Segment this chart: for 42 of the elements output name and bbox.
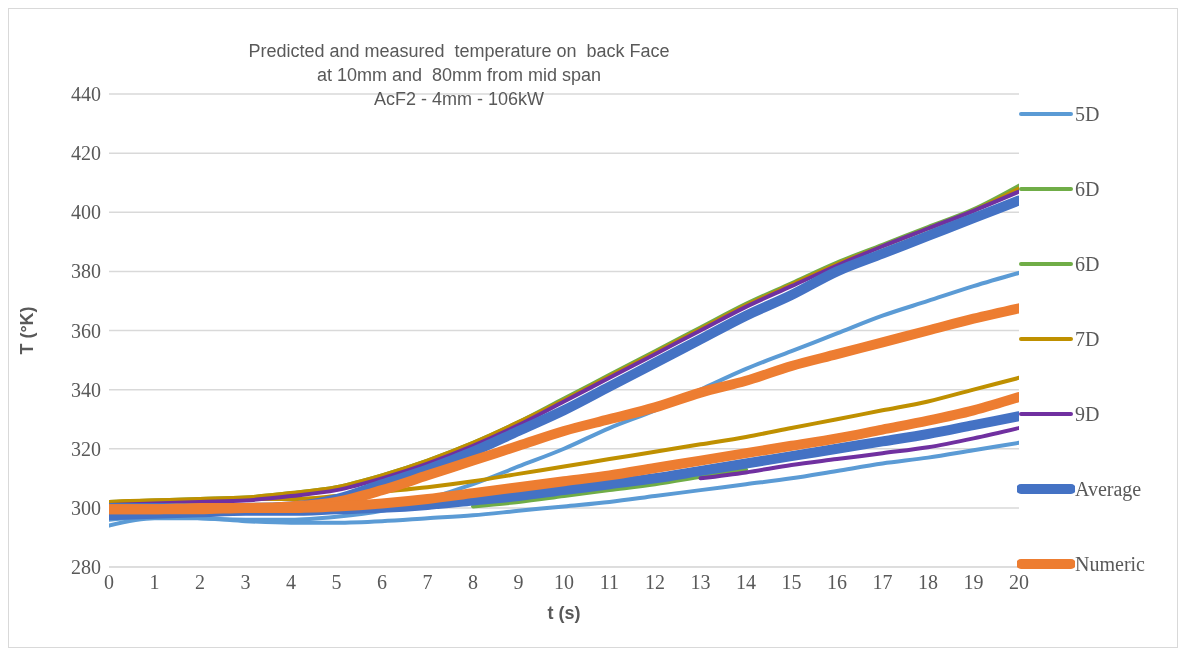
x-tick-label: 20 xyxy=(1009,571,1029,594)
x-tick-label: 7 xyxy=(422,571,433,594)
x-tick-label: 13 xyxy=(690,571,711,594)
legend-label: 6D xyxy=(1075,252,1100,276)
y-tick-label: 400 xyxy=(71,201,101,224)
legend-label: 9D xyxy=(1075,402,1100,426)
x-tick-label: 15 xyxy=(781,571,802,594)
x-tick-label: 0 xyxy=(104,571,114,594)
x-tick-label: 16 xyxy=(827,571,847,594)
x-tick-label: 8 xyxy=(468,571,478,594)
x-tick-label: 3 xyxy=(240,571,251,594)
x-tick-label: 18 xyxy=(918,571,938,594)
y-tick-label: 280 xyxy=(71,556,101,579)
x-tick-label: 19 xyxy=(963,571,984,594)
x-axis-title: t (s) xyxy=(547,603,581,623)
legend-label: 6D xyxy=(1075,177,1100,201)
x-tick-label: 17 xyxy=(872,571,893,594)
legend-label: Numeric xyxy=(1075,552,1145,576)
y-tick-label: 340 xyxy=(71,378,101,401)
x-tick-label: 14 xyxy=(736,571,756,594)
x-tick-label: 6 xyxy=(377,571,387,594)
y-tick-label: 420 xyxy=(71,142,101,165)
x-tick-label: 9 xyxy=(513,571,524,594)
y-tick-label: 320 xyxy=(71,437,101,460)
y-axis-title: T (°K) xyxy=(17,306,38,355)
line-series xyxy=(471,467,748,509)
line-series xyxy=(698,426,1019,481)
y-tick-label: 380 xyxy=(71,260,101,283)
x-tick-label: 5 xyxy=(331,571,342,594)
x-tick-label: 12 xyxy=(645,571,665,594)
chart-title: Predicted and measured temperature on back Face at 10mm and 80mm from mid span AcF2 - 4mm - 106kW xyxy=(247,40,671,111)
x-tick-label: 10 xyxy=(554,571,574,594)
legend-label: 7D xyxy=(1075,327,1100,351)
x-tick-label: 1 xyxy=(149,571,160,594)
x-tick-label: 4 xyxy=(286,571,296,594)
legend-label: 5D xyxy=(1075,102,1100,126)
y-tick-label: 440 xyxy=(71,83,101,106)
y-tick-label: 360 xyxy=(71,319,101,342)
x-tick-label: 11 xyxy=(599,571,620,594)
x-tick-label: 2 xyxy=(195,571,205,594)
legend-label: Average xyxy=(1075,477,1142,501)
y-tick-label: 300 xyxy=(71,496,101,519)
